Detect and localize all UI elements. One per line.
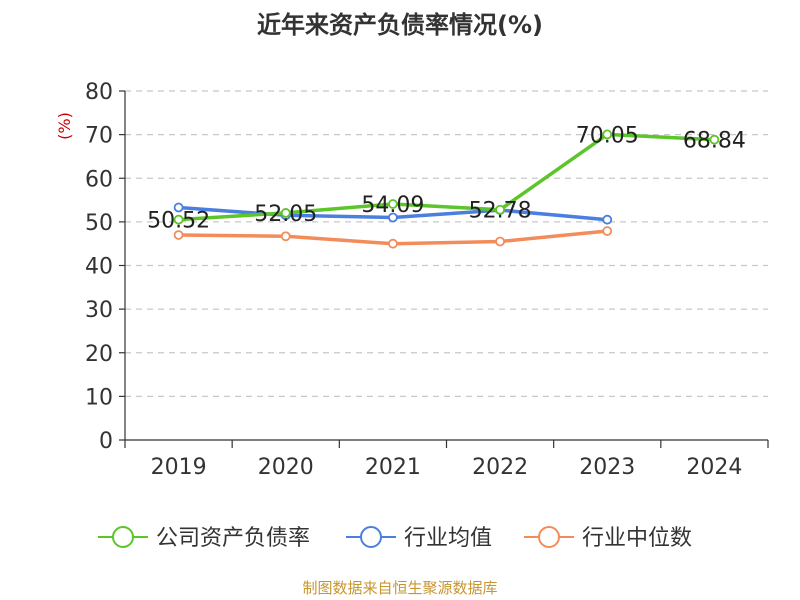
- data-label: 52.05: [254, 202, 317, 227]
- y-axis-unit: (%): [55, 112, 74, 140]
- data-label: 54.09: [361, 193, 424, 218]
- grid-lines: [125, 90, 768, 397]
- data-point: [173, 230, 184, 240]
- data-point: [388, 212, 398, 223]
- data-labels: 50.52 52.05 54.09 52.78 70.05 68.84: [147, 123, 746, 233]
- y-tick-label: 30: [85, 298, 113, 323]
- data-point: [388, 199, 398, 209]
- source-note: 制图数据来自恒生聚源数据库: [302, 579, 497, 597]
- data-point: [495, 204, 505, 215]
- legend-item: 行业中位数: [524, 526, 692, 551]
- y-tick-label: 60: [85, 167, 113, 192]
- x-tick-label: 2024: [686, 455, 742, 480]
- data-label: 52.78: [469, 199, 532, 224]
- data-point: [173, 214, 184, 225]
- chart-title: 近年来资产负债率情况(%): [257, 11, 543, 39]
- y-tick-label: 10: [85, 385, 113, 410]
- data-label: 70.05: [576, 123, 639, 148]
- data-point: [495, 236, 505, 247]
- legend-item: 公司资产负债率: [98, 526, 310, 551]
- axes: 0 10 20 30 40 50 60 70 80 2019 2020 2021 2022 2023 202…: [85, 80, 769, 480]
- legend-label: 公司资产负债率: [156, 526, 310, 551]
- series-line: [176, 132, 717, 222]
- legend-label: 行业中位数: [582, 526, 692, 551]
- x-tick-label: 2019: [151, 455, 207, 480]
- data-point: [602, 129, 613, 140]
- data-point: [173, 202, 184, 213]
- x-tick-label: 2022: [472, 455, 528, 480]
- legend-swatch-marker: [538, 526, 560, 548]
- x-tick-label: 2021: [365, 455, 421, 480]
- data-point: [709, 134, 720, 145]
- y-tick-label: 50: [85, 211, 113, 236]
- data-label: 50.52: [147, 209, 210, 234]
- series-lines: [173, 129, 720, 249]
- legend-item: 行业均值: [346, 526, 492, 551]
- data-point: [602, 214, 613, 225]
- data-point: [280, 231, 291, 242]
- legend-swatch-marker: [112, 526, 134, 548]
- data-point: [602, 226, 613, 236]
- y-tick-label: 40: [85, 255, 113, 280]
- legend-label: 行业均值: [404, 526, 492, 551]
- x-tick-label: 2020: [258, 455, 314, 480]
- legend-swatch-marker: [360, 526, 382, 548]
- x-tick-label: 2023: [579, 455, 635, 480]
- y-tick-label: 80: [85, 80, 113, 105]
- legend: 公司资产负债率 行业均值 行业中位数: [98, 526, 692, 551]
- y-tick-label: 20: [85, 342, 113, 367]
- data-point: [280, 208, 291, 218]
- data-label: 68.84: [683, 129, 746, 154]
- y-tick-label: 70: [85, 124, 113, 149]
- y-tick-label: 0: [99, 429, 113, 454]
- data-point: [388, 238, 398, 249]
